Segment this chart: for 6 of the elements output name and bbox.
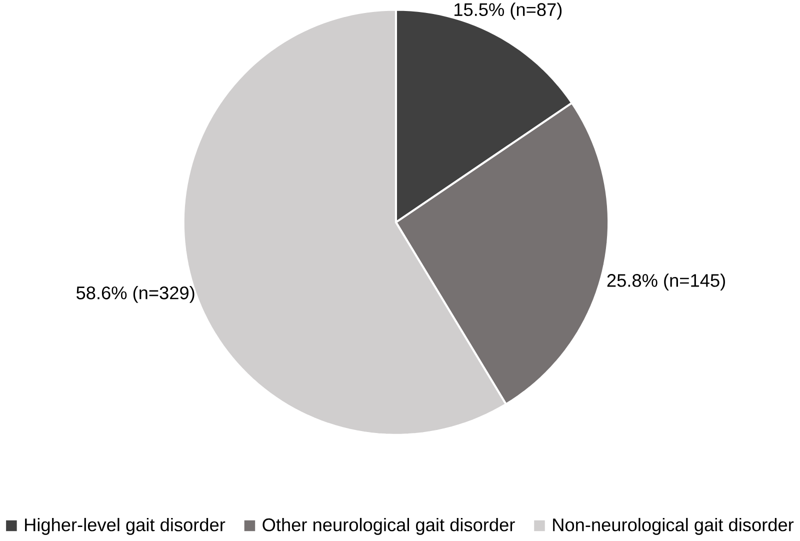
- data-label: 58.6% (n=329): [76, 286, 194, 303]
- legend-label: Higher-level gait disorder: [25, 518, 226, 535]
- data-label: 25.8% (n=145): [607, 274, 725, 291]
- legend-label: Non-neurological gait disorder: [553, 518, 794, 535]
- legend-label: Other neurological gait disorder: [262, 518, 515, 535]
- data-label: 15.5% (n=87): [454, 2, 562, 20]
